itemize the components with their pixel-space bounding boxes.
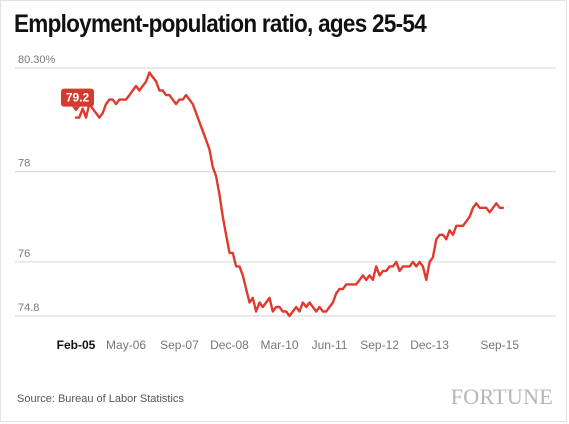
gridlines — [15, 67, 556, 317]
value-callout: 79.2 — [61, 88, 94, 112]
x-tick-label: Sep-15 — [480, 338, 519, 352]
source-note: Source: Bureau of Labor Statistics — [17, 393, 184, 405]
x-tick-label: May-06 — [106, 338, 146, 352]
x-tick-label: Dec-08 — [210, 338, 249, 352]
x-tick-label: Mar-10 — [260, 338, 298, 352]
x-tick-label: Feb-05 — [57, 338, 96, 352]
callout-label: 79.2 — [66, 91, 90, 105]
fortune-logo: FORTUNE — [450, 384, 553, 409]
callout-pointer — [72, 106, 80, 112]
chart-title: Employment-population ratio, ages 25-54 — [14, 10, 427, 38]
x-axis-ticks: Feb-05 May-06 Sep-07 Dec-08 Mar-10 Jun-11 Sep-… — [57, 338, 520, 352]
callout-box — [61, 88, 94, 107]
y-tick-label: 74.8 — [18, 302, 39, 314]
y-tick-label: 80.30% — [18, 54, 56, 66]
y-tick-label: 78 — [18, 158, 30, 170]
x-tick-label: Sep-12 — [360, 338, 399, 352]
y-axis-ticks: 80.30% 78 76 74.8 — [18, 54, 56, 314]
x-tick-label: Jun-11 — [312, 338, 348, 352]
series-line — [74, 71, 505, 318]
y-tick-label: 76 — [18, 248, 30, 260]
x-tick-label: Dec-13 — [410, 338, 449, 352]
x-tick-label: Sep-07 — [160, 338, 199, 352]
